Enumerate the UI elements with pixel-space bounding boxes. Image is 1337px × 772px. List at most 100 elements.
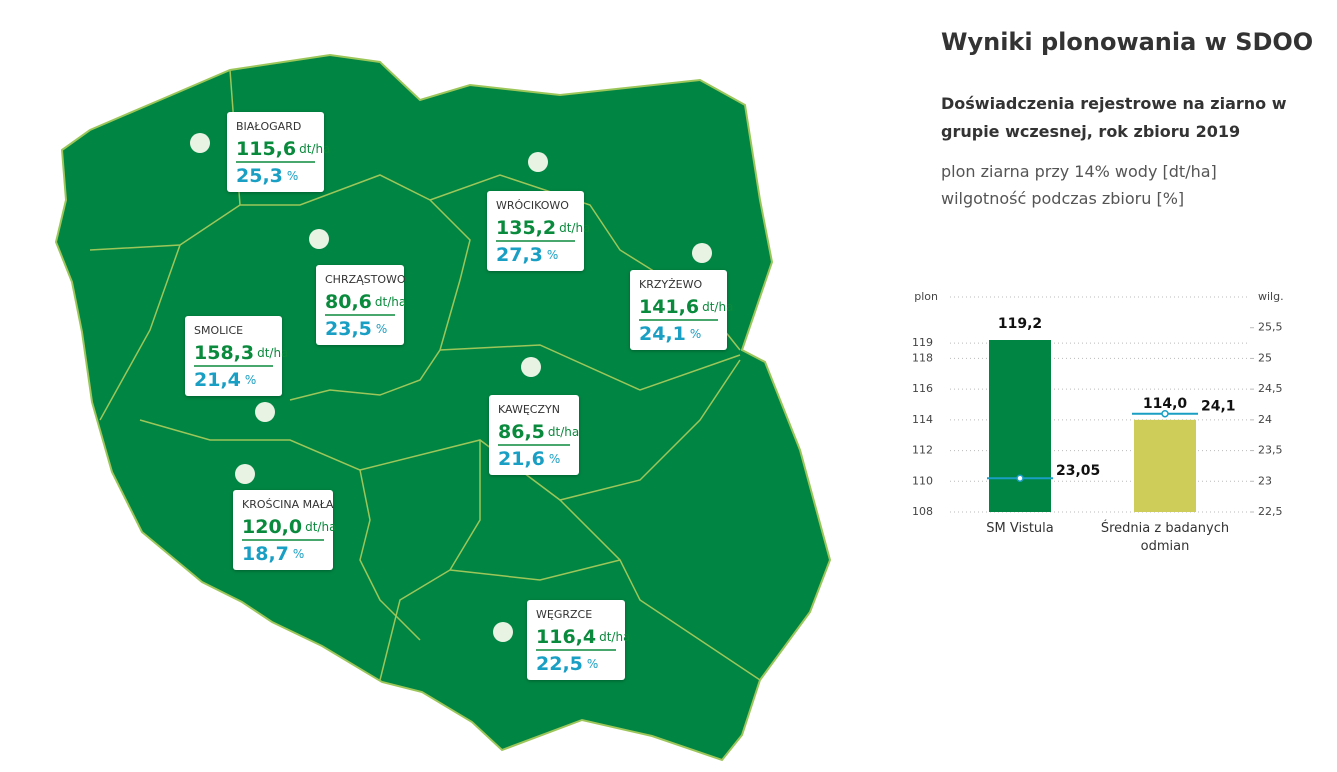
moisture-unit: % [287,169,298,183]
moisture-value: 22,5 [536,653,583,675]
y2-tick-label: 25,5 [1258,321,1283,334]
station-name: KAWĘCZYN [498,403,560,416]
x-tick-label: SM Vistula [986,521,1054,536]
moisture: 27,3% [496,244,558,266]
moisture-unit: % [376,322,387,336]
station-name: BIAŁOGARD [236,120,301,133]
station-name: CHRZĄSTOWO [325,273,406,286]
moisture-value: 24,1 [639,323,686,345]
yield-unit: dt/ha [559,221,590,235]
y-tick-label: 118 [912,351,933,364]
yield: 135,2 dt/ha [496,217,590,239]
y-tick-label: 112 [912,444,933,457]
map-poland [54,53,832,762]
y2-tick-label: 22,5 [1258,505,1283,518]
moisture-marker [1161,409,1169,418]
moisture-value: 23,5 [325,318,372,340]
yield: 116,4 dt/ha [536,626,630,648]
station-dot [528,152,548,172]
moisture-unit: % [549,452,560,466]
station-name: WĘGRZCE [536,608,592,621]
moisture-value: 25,3 [236,165,283,187]
station-dot [309,229,329,249]
box-bg [489,395,579,475]
bar [989,340,1051,512]
yield-unit: dt/ha [702,300,733,314]
subtitle: Doświadczenia rejestrowe na ziarno w gru… [941,94,1287,141]
yield: 86,5 dt/ha [498,421,579,443]
box-bg [527,600,625,680]
y2-axis-label: wilg. [1258,290,1284,303]
moisture: 24,1% [639,323,701,345]
station-name: KROŚCINA MAŁA [242,498,334,511]
station-dot [255,402,275,422]
yield-unit: dt/ha [257,346,288,360]
station-name: WRÓCIKOWO [496,199,569,212]
line-value-label: 23,05 [1056,463,1100,479]
station-dot [235,464,255,484]
legend-line: wilgotność podczas zbioru [%] [941,189,1185,208]
moisture: 25,3% [236,165,298,187]
moisture-value: 18,7 [242,543,289,565]
yield-unit: dt/ha [375,295,406,309]
yield-unit: dt/ha [299,142,330,156]
y-tick-label: 110 [912,474,933,487]
station-dot [493,622,513,642]
moisture: 18,7% [242,543,304,565]
y2-tick-label: 24 [1258,413,1272,426]
title: Wyniki plonowania w SDOO [941,28,1314,56]
yield-value: 135,2 [496,217,556,239]
station-dot [190,133,210,153]
station-box: KROŚCINA MAŁA 120,0 dt/ha 18,7% [233,490,336,570]
line-value-label: 24,1 [1201,399,1236,415]
yield-value: 80,6 [325,291,372,313]
moisture-unit: % [245,373,256,387]
yield: 158,3 dt/ha [194,342,288,364]
box-bg [227,112,324,192]
moisture: 23,5% [325,318,387,340]
y-tick-label: 116 [912,382,933,395]
station-dot [692,243,712,263]
yield-unit: dt/ha [599,630,630,644]
moisture-unit: % [293,547,304,561]
y2-tick-label: 23 [1258,474,1272,487]
box-bg [185,316,282,396]
yield-value: 141,6 [639,296,699,318]
moisture-value: 21,4 [194,369,241,391]
yield: 141,6 dt/ha [639,296,733,318]
legend-line: plon ziarna przy 14% wody [dt/ha] [941,162,1217,181]
yield-value: 115,6 [236,138,296,160]
station-name: KRZYŻEWO [639,278,702,291]
x-tick-label: Średnia z badanych odmian [1100,521,1230,554]
bar-value-label: 119,2 [998,316,1042,332]
yield-value: 116,4 [536,626,596,648]
yield-value: 158,3 [194,342,254,364]
station-box: KAWĘCZYN 86,5 dt/ha 21,6% [489,395,579,475]
yield-unit: dt/ha [548,425,579,439]
y-tick-label: 114 [912,413,933,426]
moisture-unit: % [547,248,558,262]
moisture-value: 21,6 [498,448,545,470]
yield: 80,6 dt/ha [325,291,406,313]
yield: 115,6 dt/ha [236,138,330,160]
moisture: 22,5% [536,653,598,675]
yield-unit: dt/ha [305,520,336,534]
moisture: 21,6% [498,448,560,470]
moisture-unit: % [587,657,598,671]
moisture: 21,4% [194,369,256,391]
box-bg [487,191,584,271]
y2-tick-label: 25 [1258,351,1272,364]
bar-value-label: 114,0 [1143,396,1188,412]
box-bg [233,490,333,570]
moisture-value: 27,3 [496,244,543,266]
moisture-unit: % [690,327,701,341]
yield: 120,0 dt/ha [242,516,336,538]
